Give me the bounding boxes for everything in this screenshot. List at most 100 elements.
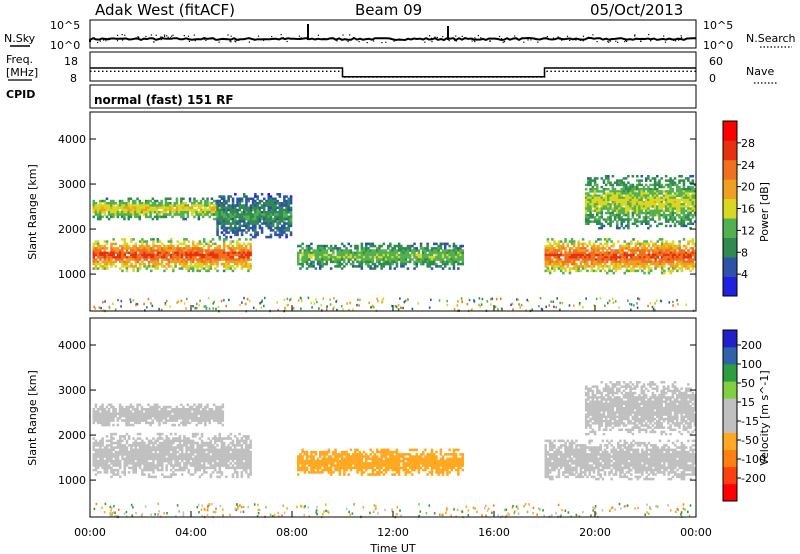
echo-cell: [116, 213, 120, 216]
echo-cell: [678, 201, 681, 204]
echo-cell: [123, 253, 127, 257]
echo-cell: [182, 206, 185, 210]
noise-dot: [351, 38, 353, 40]
echo-cell: [233, 267, 237, 270]
echo-cell: [180, 262, 184, 266]
echo-cell: [312, 249, 315, 252]
echo-cell: [269, 204, 273, 207]
echo-cell: [444, 242, 447, 246]
echo-cell: [597, 260, 600, 264]
echo-cell: [343, 256, 346, 259]
echo-cell: [627, 192, 630, 195]
echo-cell: [110, 206, 113, 210]
echo-cell: [684, 213, 688, 217]
echo-cell: [325, 244, 329, 248]
echo-cell: [207, 242, 210, 246]
echo-cell: [562, 247, 565, 250]
echo-cell: [653, 185, 657, 189]
echo-cell: [669, 185, 672, 189]
echo-cell: [254, 231, 257, 234]
echo-cell: [557, 260, 561, 264]
noise-cell: [146, 306, 148, 309]
echo-cell: [611, 201, 615, 204]
echo-cell: [163, 450, 166, 454]
echo-cell: [349, 258, 353, 261]
echo-cell: [687, 222, 690, 226]
echo-cell: [174, 450, 177, 454]
echo-cell: [132, 269, 135, 273]
noise-dot: [579, 39, 581, 41]
echo-cell: [150, 450, 153, 454]
echo-cell: [240, 244, 244, 248]
echo-cell: [138, 446, 142, 449]
noise-cell: [654, 302, 656, 305]
echo-cell: [158, 244, 162, 248]
echo-cell: [611, 203, 615, 206]
noise-dot: [271, 36, 273, 38]
noise-cell: [255, 308, 257, 311]
echo-cell: [138, 217, 141, 221]
noise-dot: [501, 38, 503, 40]
echo-cell: [101, 253, 104, 257]
echo-cell: [624, 203, 628, 206]
echo-cell: [143, 265, 146, 268]
echo-cell: [172, 253, 175, 257]
echo-cell: [265, 215, 268, 219]
echo-cell: [660, 190, 663, 193]
echo-cell: [593, 207, 597, 210]
noise-cell: [359, 298, 361, 301]
echo-cell: [568, 256, 572, 259]
echo-cell: [99, 249, 102, 252]
echo-cell: [132, 453, 135, 456]
echo-cell: [575, 258, 578, 261]
echo-cell: [332, 256, 335, 259]
echo-cell: [636, 220, 639, 223]
echo-cell: [654, 253, 657, 257]
echo-cell: [96, 448, 100, 452]
echo-cell: [457, 256, 460, 259]
echo-cell: [424, 251, 427, 255]
echo-cell: [123, 204, 126, 207]
echo-cell: [198, 475, 202, 479]
echo-cell: [182, 213, 185, 216]
echo-cell: [152, 240, 155, 243]
echo-cell: [590, 256, 594, 259]
echo-cell: [152, 466, 155, 470]
echo-cell: [678, 209, 681, 213]
echo-cell: [234, 229, 237, 232]
nsearch-label: N.Search: [746, 32, 796, 45]
echo-cell: [667, 247, 670, 250]
echo-cell: [240, 267, 244, 270]
echo-cell: [602, 224, 606, 228]
echo-cell: [176, 468, 180, 472]
echo-cell: [145, 446, 149, 449]
echo-cell: [198, 446, 202, 449]
noise-cell: [539, 297, 542, 300]
echo-cell: [608, 258, 611, 261]
echo-cell: [132, 267, 135, 270]
echo-cell: [325, 256, 329, 259]
echo-cell: [158, 240, 162, 243]
echo-cell: [112, 260, 115, 264]
noise-dot: [546, 36, 548, 38]
echo-cell: [347, 249, 350, 252]
echo-cell: [299, 267, 302, 270]
echo-cell: [112, 206, 115, 210]
echo-cell: [548, 249, 552, 252]
echo-cell: [108, 455, 111, 458]
echo-cell: [123, 444, 127, 447]
echo-cell: [287, 199, 291, 203]
echo-cell: [591, 179, 595, 182]
echo-cell: [607, 192, 610, 195]
echo-cell: [629, 198, 632, 202]
echo-cell: [172, 453, 175, 456]
echo-cell: [110, 475, 113, 479]
echo-cell: [285, 208, 288, 212]
echo-cell: [176, 260, 180, 264]
echo-cell: [116, 459, 120, 463]
echo-cell: [673, 222, 677, 226]
noise-cell: [372, 304, 374, 308]
echo-cell: [161, 262, 164, 266]
echo-cell: [638, 188, 641, 191]
echo-cell: [156, 240, 160, 243]
